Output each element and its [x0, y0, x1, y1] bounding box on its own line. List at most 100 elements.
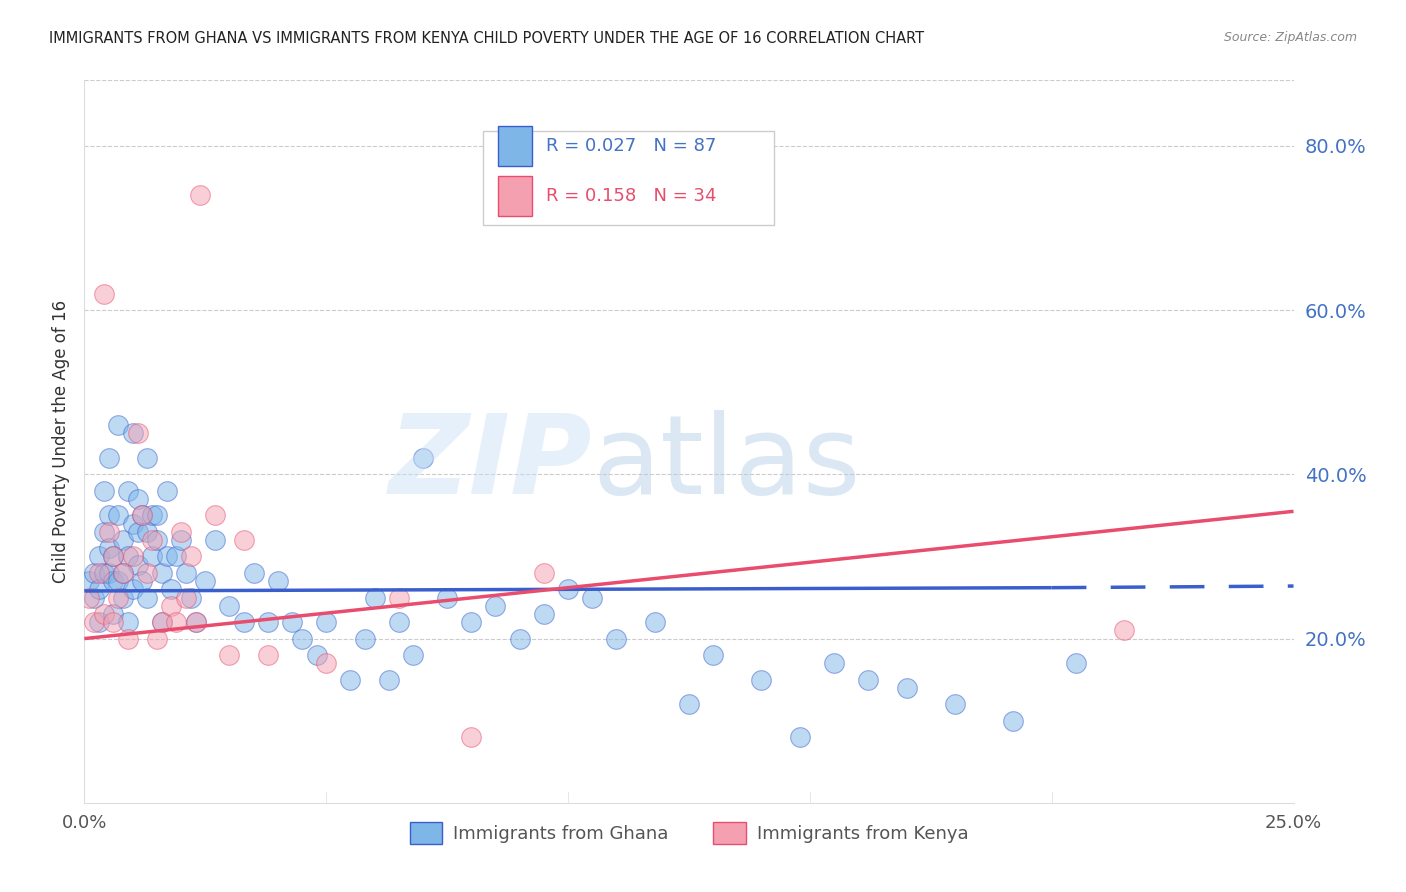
- Point: [112, 566, 135, 580]
- Point: [117, 615, 139, 630]
- Point: [702, 648, 724, 662]
- Point: [155, 483, 177, 498]
- Point: [87, 615, 110, 630]
- Point: [233, 533, 256, 547]
- Point: [136, 450, 159, 465]
- Point: [339, 673, 361, 687]
- Point: [180, 591, 202, 605]
- Point: [131, 508, 153, 523]
- Point: [87, 549, 110, 564]
- Point: [174, 591, 197, 605]
- Point: [121, 549, 143, 564]
- Text: atlas: atlas: [592, 409, 860, 516]
- Point: [896, 681, 918, 695]
- Point: [315, 615, 337, 630]
- Point: [103, 574, 125, 588]
- Point: [363, 591, 385, 605]
- FancyBboxPatch shape: [498, 126, 531, 166]
- Point: [131, 508, 153, 523]
- Point: [127, 426, 149, 441]
- Point: [165, 615, 187, 630]
- Point: [107, 508, 129, 523]
- Point: [146, 632, 169, 646]
- Point: [121, 516, 143, 531]
- Text: R = 0.158   N = 34: R = 0.158 N = 34: [547, 187, 717, 205]
- Point: [155, 549, 177, 564]
- Point: [117, 549, 139, 564]
- Point: [460, 615, 482, 630]
- Point: [97, 450, 120, 465]
- Point: [136, 524, 159, 539]
- Point: [557, 582, 579, 597]
- Point: [242, 566, 264, 580]
- Point: [141, 549, 163, 564]
- Point: [83, 566, 105, 580]
- Point: [581, 591, 603, 605]
- Point: [856, 673, 879, 687]
- Point: [257, 615, 280, 630]
- Point: [103, 615, 125, 630]
- Point: [103, 549, 125, 564]
- Point: [136, 566, 159, 580]
- Point: [107, 418, 129, 433]
- Point: [170, 524, 193, 539]
- Point: [87, 582, 110, 597]
- Point: [97, 508, 120, 523]
- Point: [533, 607, 555, 621]
- Point: [117, 483, 139, 498]
- Point: [190, 188, 212, 202]
- Point: [233, 615, 256, 630]
- Point: [194, 574, 217, 588]
- Point: [131, 574, 153, 588]
- Point: [533, 566, 555, 580]
- Point: [103, 607, 125, 621]
- Point: [605, 632, 627, 646]
- Point: [388, 591, 411, 605]
- Point: [291, 632, 314, 646]
- Point: [150, 615, 173, 630]
- Point: [112, 566, 135, 580]
- Point: [184, 615, 207, 630]
- Point: [436, 591, 458, 605]
- Point: [1064, 657, 1087, 671]
- Point: [160, 599, 183, 613]
- Point: [305, 648, 328, 662]
- Point: [141, 533, 163, 547]
- Point: [127, 491, 149, 506]
- Point: [218, 648, 240, 662]
- Point: [87, 566, 110, 580]
- Point: [97, 541, 120, 556]
- Point: [127, 524, 149, 539]
- Point: [146, 508, 169, 523]
- Point: [1114, 624, 1136, 638]
- Point: [146, 533, 169, 547]
- Point: [103, 549, 125, 564]
- Point: [127, 558, 149, 572]
- Point: [644, 615, 666, 630]
- Point: [204, 533, 226, 547]
- Point: [93, 607, 115, 621]
- Point: [150, 615, 173, 630]
- Point: [943, 698, 966, 712]
- Point: [315, 657, 337, 671]
- Text: Source: ZipAtlas.com: Source: ZipAtlas.com: [1223, 31, 1357, 45]
- Point: [83, 591, 105, 605]
- Point: [1001, 714, 1024, 728]
- Y-axis label: Child Poverty Under the Age of 16: Child Poverty Under the Age of 16: [52, 300, 70, 583]
- Point: [107, 591, 129, 605]
- Point: [112, 591, 135, 605]
- Legend: Immigrants from Ghana, Immigrants from Kenya: Immigrants from Ghana, Immigrants from K…: [402, 815, 976, 852]
- Text: IMMIGRANTS FROM GHANA VS IMMIGRANTS FROM KENYA CHILD POVERTY UNDER THE AGE OF 16: IMMIGRANTS FROM GHANA VS IMMIGRANTS FROM…: [49, 31, 924, 46]
- Point: [170, 533, 193, 547]
- FancyBboxPatch shape: [484, 131, 773, 225]
- Point: [77, 574, 100, 588]
- FancyBboxPatch shape: [498, 177, 531, 216]
- Point: [789, 730, 811, 744]
- Text: ZIP: ZIP: [388, 409, 592, 516]
- Point: [402, 648, 425, 662]
- Point: [378, 673, 401, 687]
- Point: [93, 566, 115, 580]
- Point: [93, 286, 115, 301]
- Point: [121, 426, 143, 441]
- Point: [107, 574, 129, 588]
